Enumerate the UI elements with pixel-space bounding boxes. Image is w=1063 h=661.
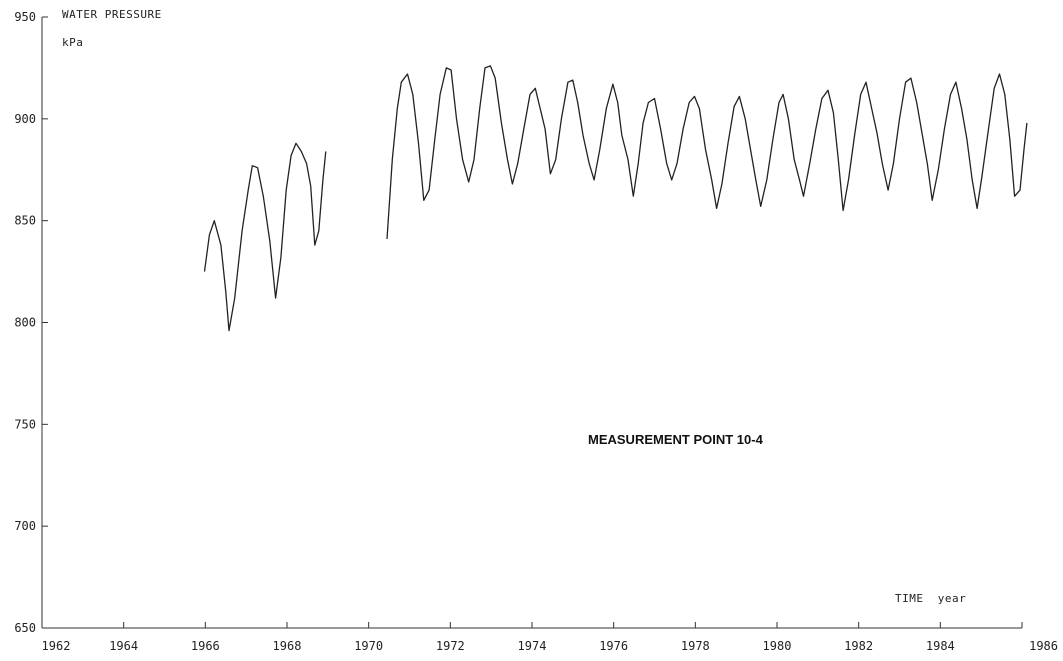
y-tick-label: 900: [14, 112, 36, 126]
x-tick-label: 1978: [681, 639, 710, 653]
y-tick-label: 750: [14, 417, 36, 431]
x-tick-label: 1974: [518, 639, 547, 653]
measurement-point-label: MEASUREMENT POINT 10-4: [588, 432, 764, 447]
pressure-line-segment-1: [203, 142, 327, 332]
x-tick-label: 1984: [926, 639, 955, 653]
y-tick-label: 650: [14, 621, 36, 635]
x-tick-label: 1980: [763, 639, 792, 653]
x-tick-label: 1962: [42, 639, 71, 653]
x-axis-title: TIME year: [895, 592, 966, 605]
y-ticks: 650 700 750 800 850 900 950: [14, 10, 48, 635]
x-tick-label: 1976: [599, 639, 628, 653]
axes: [41, 17, 1022, 629]
x-ticks: 1962 1964 1966 1968 1970 1972 1974 1976 1978 1980…: [41, 622, 1058, 653]
y-tick-label: 800: [14, 316, 36, 330]
x-tick-label: 1972: [436, 639, 465, 653]
x-tick-label: 1966: [191, 639, 220, 653]
x-tick-label: 1982: [844, 639, 873, 653]
pressure-line-segment-2: [386, 65, 1028, 240]
x-tick-label: 1964: [109, 639, 138, 653]
y-axis-title: WATER PRESSURE: [62, 8, 162, 21]
x-tick-label: 1968: [273, 639, 302, 653]
y-axis-unit: kPa: [62, 36, 83, 49]
y-tick-label: 950: [14, 10, 36, 24]
x-tick-label: 1970: [354, 639, 383, 653]
y-tick-label: 700: [14, 519, 36, 533]
x-tick-label: 1986: [1029, 639, 1058, 653]
y-tick-label: 850: [14, 214, 36, 228]
data-series: [203, 65, 1028, 332]
